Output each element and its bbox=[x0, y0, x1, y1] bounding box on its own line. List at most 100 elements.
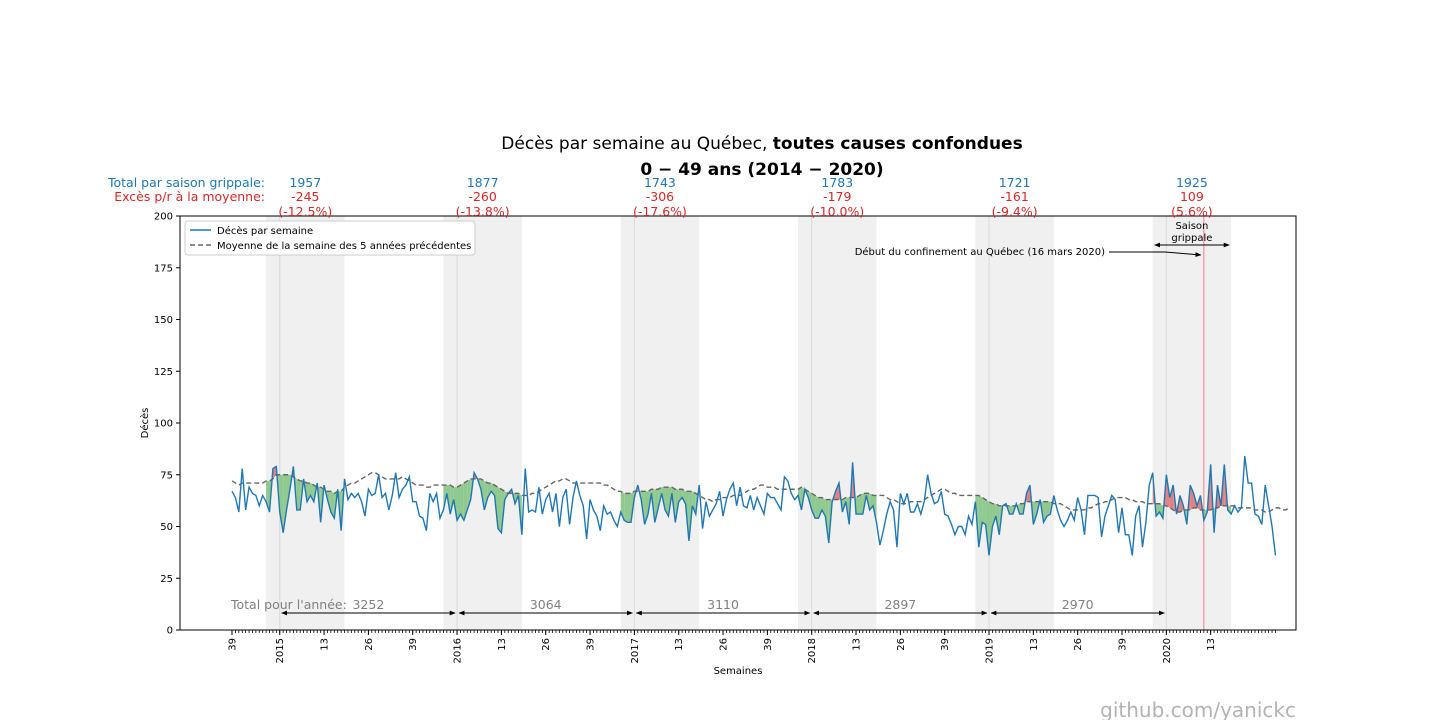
excess-fill bbox=[460, 483, 464, 521]
excess-fill bbox=[627, 493, 631, 523]
x-tick-label: 2020 bbox=[1162, 638, 1173, 663]
season-excess-pct: (-10.0%) bbox=[810, 204, 864, 219]
excess-fill bbox=[692, 491, 696, 515]
season-total-value: 1877 bbox=[467, 175, 499, 190]
season-excess-value: -179 bbox=[823, 189, 851, 204]
season-total-value: 1957 bbox=[289, 175, 321, 190]
excess-fill bbox=[624, 493, 628, 523]
season-annotation-line1: Saison bbox=[1175, 221, 1208, 232]
excess-fill bbox=[272, 466, 277, 479]
season-annotation-line2: grippale bbox=[1171, 233, 1212, 244]
flu-season-band bbox=[266, 216, 345, 630]
excess-fill bbox=[835, 483, 839, 500]
x-tick-label: 26 bbox=[1073, 638, 1084, 651]
excess-fill bbox=[978, 495, 983, 548]
chart-subtitle: 0 − 49 ans (2014 − 2020) bbox=[640, 160, 883, 180]
x-axis-label: Semaines bbox=[714, 666, 763, 677]
excess-fill bbox=[330, 491, 335, 519]
season-excess-value: -161 bbox=[1000, 189, 1028, 204]
flu-season-band bbox=[1152, 216, 1232, 630]
x-tick-label: 13 bbox=[497, 638, 508, 651]
season-excess-pct: (-13.8%) bbox=[456, 204, 510, 219]
series-lines bbox=[231, 216, 1290, 630]
excess-fill bbox=[1169, 485, 1174, 510]
season-excess-value: -245 bbox=[291, 189, 319, 204]
legend-deaths-label: Décès par semaine bbox=[217, 225, 313, 237]
x-tick-label: 13 bbox=[1206, 638, 1217, 651]
season-total-value: 1783 bbox=[821, 175, 853, 190]
flu-season-band bbox=[443, 216, 522, 630]
flu-season-band bbox=[620, 216, 700, 630]
y-tick-label: 125 bbox=[154, 367, 173, 378]
x-tick-label: 26 bbox=[719, 638, 730, 651]
chart-title-regular: Décès par semaine au Québec, bbox=[501, 134, 773, 154]
season-excess-value: -306 bbox=[646, 189, 674, 204]
season-excess-pct: (-9.4%) bbox=[992, 204, 1038, 219]
season-excess-label: Excès p/r à la moyenne: bbox=[114, 189, 265, 204]
excess-fill bbox=[487, 483, 492, 498]
x-tick-label: 2019 bbox=[985, 638, 996, 663]
plot-frame bbox=[179, 215, 1297, 631]
season-total-value: 1925 bbox=[1176, 175, 1208, 190]
excess-fill bbox=[1009, 505, 1013, 515]
excess-fill bbox=[665, 487, 669, 517]
x-tick-label: 39 bbox=[940, 638, 951, 651]
x-tick-label: 39 bbox=[228, 638, 239, 651]
x-tick-label: 2017 bbox=[630, 638, 641, 663]
legend: Décès par semaine Moyenne de la semaine d… bbox=[184, 220, 476, 256]
excess-fill bbox=[678, 489, 683, 502]
y-tick-label: 100 bbox=[154, 419, 173, 430]
year-total-value: 3110 bbox=[707, 597, 739, 612]
y-axis-label: Décès bbox=[139, 408, 151, 439]
legend-box bbox=[184, 220, 476, 256]
excess-fill bbox=[818, 497, 822, 519]
y-tick-label: 25 bbox=[160, 574, 173, 585]
axes: 0 25 50 75 100 125 150 175 200 39 2015 13 26 39 2016 13… bbox=[154, 212, 1297, 663]
excess-fill bbox=[982, 497, 986, 525]
y-tick-label: 50 bbox=[160, 522, 173, 533]
x-tick-label: 13 bbox=[1029, 638, 1040, 651]
year-total-value: 3252 bbox=[352, 597, 384, 612]
x-tick-label: 39 bbox=[763, 638, 774, 651]
excess-fill bbox=[859, 493, 863, 515]
y-tick-label: 75 bbox=[160, 470, 173, 481]
season-excess-value: 109 bbox=[1180, 189, 1204, 204]
chart-title: Décès par semaine au Québec, toutes caus… bbox=[501, 134, 1022, 154]
season-excess-pct: (5.6%) bbox=[1171, 204, 1213, 219]
excess-fill bbox=[497, 487, 502, 533]
y-tick-label: 200 bbox=[154, 212, 173, 223]
excess-fill bbox=[450, 485, 454, 515]
year-total-value: 2970 bbox=[1062, 597, 1094, 612]
season-total-label: Total par saison grippale: bbox=[107, 175, 265, 190]
excess-fill bbox=[989, 501, 993, 556]
x-tick-label: 26 bbox=[896, 638, 907, 651]
x-tick-label: 2018 bbox=[807, 638, 818, 663]
excess-fill bbox=[1026, 485, 1030, 502]
flu-season-shades bbox=[266, 216, 1232, 630]
excess-fill bbox=[815, 495, 819, 519]
x-tick-label: 39 bbox=[586, 638, 597, 651]
lockdown-arrow bbox=[1109, 251, 1202, 257]
excess-fill bbox=[457, 485, 461, 521]
year-total-label: Total pour l'année: bbox=[230, 597, 347, 612]
watermark: github.com/yanickc bbox=[1100, 698, 1296, 720]
lockdown-annotation: Début du confinement au Québec (16 mars … bbox=[855, 246, 1105, 258]
y-tick-label: 0 bbox=[167, 626, 173, 637]
excess-fill bbox=[992, 503, 996, 527]
excess-fill bbox=[1159, 503, 1163, 519]
chart-title-bold: toutes causes confondues bbox=[773, 134, 1023, 154]
deaths-series-line bbox=[231, 456, 1277, 556]
flu-season-band bbox=[798, 216, 877, 630]
excess-fill bbox=[856, 495, 860, 515]
excess-fill bbox=[1046, 501, 1051, 517]
season-excess-pct: (-12.5%) bbox=[278, 204, 332, 219]
x-tick-label: 26 bbox=[541, 638, 552, 651]
excess-fill bbox=[682, 489, 686, 504]
x-tick-label: 2015 bbox=[275, 638, 286, 663]
year-total-value: 2897 bbox=[884, 597, 916, 612]
excess-fill bbox=[279, 474, 284, 533]
y-tick-label: 175 bbox=[154, 263, 173, 274]
excess-fill bbox=[811, 493, 816, 519]
year-total-value: 3064 bbox=[530, 597, 562, 612]
